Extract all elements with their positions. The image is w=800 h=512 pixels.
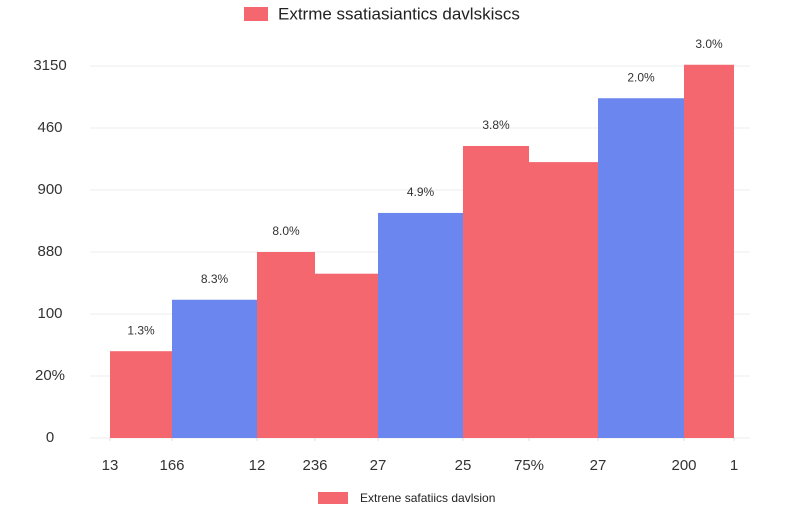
x-tick-label: 12 [249, 457, 266, 474]
x-tick-label: 13 [102, 457, 119, 474]
y-tick-label: 880 [37, 243, 62, 260]
bar-annotation: 4.9% [407, 185, 435, 199]
x-tick-label: 27 [370, 457, 387, 474]
bar-annotation: 8.3% [201, 272, 229, 286]
bar [172, 299, 257, 438]
y-tick-label: 460 [37, 119, 62, 136]
legend-label: Extrene safatiics davlsion [360, 491, 495, 505]
legend-swatch [318, 492, 348, 504]
bar-annotation: 3.0% [695, 37, 723, 51]
y-tick-label: 3150 [33, 57, 66, 74]
y-tick-label: 20% [35, 367, 65, 384]
bar-annotation: 3.8% [482, 118, 510, 132]
y-tick-label: 900 [37, 181, 62, 198]
bar [598, 98, 684, 439]
chart-title: Extrme ssatiasiantics davlskiscs [278, 4, 520, 23]
bar [529, 162, 598, 438]
bar-annotation: 8.0% [272, 224, 300, 238]
x-tick-label: 75% [514, 457, 544, 474]
x-tick-label: 200 [671, 457, 696, 474]
y-tick-label: 0 [46, 429, 54, 446]
x-tick-label: 1 [730, 457, 738, 474]
bar [463, 145, 529, 439]
x-tick-label: 27 [590, 457, 607, 474]
bar [315, 273, 378, 438]
bar-annotation: 2.0% [627, 70, 655, 84]
bar-annotation: 1.3% [127, 323, 155, 337]
x-tick-label: 166 [159, 457, 184, 474]
title-swatch [244, 7, 268, 21]
y-tick-label: 100 [37, 305, 62, 322]
x-tick-label: 236 [302, 457, 327, 474]
bar [110, 351, 172, 438]
x-tick-label: 25 [455, 457, 472, 474]
bar [257, 252, 315, 438]
bar [378, 212, 463, 438]
bar [684, 64, 734, 438]
